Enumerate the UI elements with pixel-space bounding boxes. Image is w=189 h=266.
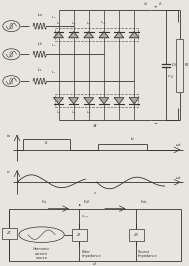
Text: $i_d$: $i_d$ xyxy=(143,0,147,8)
Polygon shape xyxy=(54,98,63,104)
Text: $i_{D6}$: $i_{D6}$ xyxy=(71,109,77,116)
Text: $I_{(n)s}$: $I_{(n)s}$ xyxy=(140,198,148,206)
Text: $L_c$: $L_c$ xyxy=(37,67,43,74)
Text: $i_1$: $i_1$ xyxy=(158,0,163,8)
Text: $I_{(n)}$: $I_{(n)}$ xyxy=(41,198,48,206)
Polygon shape xyxy=(69,98,78,104)
Text: $i_{sa}$: $i_{sa}$ xyxy=(51,14,57,21)
Text: $I_{(n)f}$: $I_{(n)f}$ xyxy=(83,198,91,206)
Polygon shape xyxy=(99,32,109,38)
Text: $i_{sb}$: $i_{sb}$ xyxy=(51,42,57,49)
Text: a: a xyxy=(93,123,96,128)
Text: $Z_S$: $Z_S$ xyxy=(133,231,139,239)
Polygon shape xyxy=(129,32,139,38)
Text: $i_{D4}$: $i_{D4}$ xyxy=(56,109,62,116)
Text: $v_{sc}$: $v_{sc}$ xyxy=(0,77,1,83)
Polygon shape xyxy=(69,32,78,38)
Text: $v_{(n)f}$: $v_{(n)f}$ xyxy=(81,214,90,222)
Text: $i_a$: $i_a$ xyxy=(6,133,11,140)
Text: b: b xyxy=(131,137,134,141)
Polygon shape xyxy=(99,98,109,104)
Text: $Z_f$: $Z_f$ xyxy=(76,231,82,239)
Text: $i_c$: $i_c$ xyxy=(6,168,11,176)
Text: $i_{D2}$: $i_{D2}$ xyxy=(86,109,92,116)
Text: d: d xyxy=(93,262,96,266)
Text: $i_{D5}$: $i_{D5}$ xyxy=(86,19,92,27)
Text: $i_{sc}$: $i_{sc}$ xyxy=(51,69,57,76)
Text: Harmonic
current
source: Harmonic current source xyxy=(33,247,50,260)
Text: $R_L$: $R_L$ xyxy=(184,61,189,69)
Polygon shape xyxy=(114,98,124,104)
Polygon shape xyxy=(129,98,139,104)
Polygon shape xyxy=(84,32,94,38)
Polygon shape xyxy=(54,32,63,38)
Text: $L_b$: $L_b$ xyxy=(37,40,43,48)
Text: $I_1$: $I_1$ xyxy=(44,139,49,147)
Text: Filter
impedance: Filter impedance xyxy=(81,250,101,258)
Text: Source
Impedance: Source Impedance xyxy=(138,250,158,258)
Text: $v_{sb}$: $v_{sb}$ xyxy=(0,49,1,57)
Bar xyxy=(129,229,144,240)
Polygon shape xyxy=(84,98,94,104)
Polygon shape xyxy=(114,32,124,38)
Text: $\omega t$: $\omega t$ xyxy=(175,141,181,148)
Text: $v'_d$: $v'_d$ xyxy=(167,74,174,81)
Text: $Z_C$: $Z_C$ xyxy=(6,230,13,237)
Text: $\omega t$: $\omega t$ xyxy=(175,174,181,181)
Bar xyxy=(176,39,183,92)
Text: $v_{sa}$: $v_{sa}$ xyxy=(0,22,1,28)
Text: $i_{D_{AD}}$: $i_{D_{AD}}$ xyxy=(101,19,107,27)
Bar xyxy=(55,28,138,41)
Text: +: + xyxy=(153,5,157,9)
Text: −: − xyxy=(153,122,157,126)
Text: $L_a$: $L_a$ xyxy=(37,12,43,19)
Text: $i_{D3}$: $i_{D3}$ xyxy=(71,19,77,27)
Bar xyxy=(72,229,87,240)
Bar xyxy=(55,94,138,107)
Text: c: c xyxy=(93,191,96,195)
Text: $i_{D1}$: $i_{D1}$ xyxy=(56,19,62,27)
Bar xyxy=(2,227,17,239)
Text: $C_d$: $C_d$ xyxy=(171,61,177,69)
Text: $\bullet$: $\bullet$ xyxy=(77,202,82,207)
